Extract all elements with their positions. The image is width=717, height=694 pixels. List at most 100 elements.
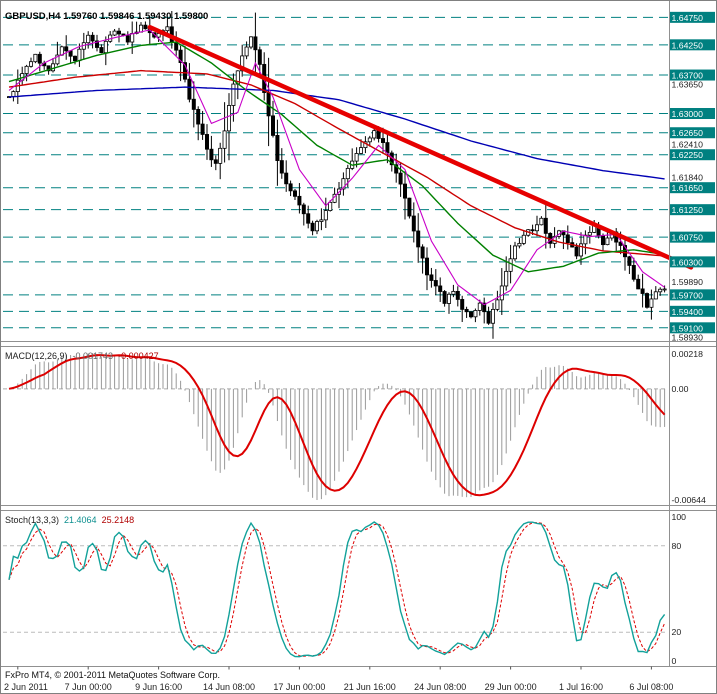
candle-body (270, 115, 275, 136)
price-level-badge (670, 39, 715, 51)
candle-body (196, 109, 201, 125)
candle-body (28, 61, 33, 67)
candle-body (11, 91, 16, 98)
candle-body (248, 36, 253, 48)
candle-body (99, 47, 104, 54)
time-axis-label: 6 Jul 08:00 (629, 682, 673, 692)
candle-body (310, 222, 315, 232)
candle-body (33, 53, 38, 63)
price-axis-tick: 1.59890 (672, 277, 704, 287)
candle-body (125, 35, 130, 43)
price-level-badge (670, 231, 715, 243)
candle-body (288, 183, 293, 192)
candle-body (46, 65, 51, 72)
ma-red (8, 69, 665, 257)
candle-body (279, 160, 284, 174)
price-level-badge-label: 1.60300 (672, 257, 704, 267)
candle-body (460, 299, 465, 310)
candle-body (187, 78, 192, 100)
candle-body (376, 130, 381, 139)
candle-body (658, 288, 663, 293)
trendline (147, 24, 694, 270)
candle-body (416, 230, 421, 248)
stoch-scale-label: 80 (672, 541, 682, 551)
candle-body (407, 197, 412, 217)
candle-body (90, 34, 95, 42)
price-level-badge-label: 1.59100 (672, 323, 704, 333)
candle-body (182, 62, 187, 80)
price-level-badge-label: 1.62650 (672, 128, 704, 138)
ma-blue (8, 86, 665, 180)
candle-body (490, 308, 495, 324)
candle-body (178, 49, 183, 63)
candle-body (240, 55, 245, 72)
candle-body (521, 234, 526, 244)
candle-body (367, 137, 372, 143)
candle-body (275, 135, 280, 161)
candle-body (653, 291, 658, 300)
candle-body (117, 30, 122, 35)
candle-body (455, 290, 460, 300)
candle-body (226, 105, 231, 132)
price-level-badge-label: 1.59700 (672, 290, 704, 300)
macd-scale-zero: 0.00 (672, 384, 689, 394)
stoch-scale-label: 20 (672, 627, 682, 637)
price-axis-tick: 1.61840 (672, 173, 704, 183)
candle-body (499, 285, 504, 301)
candle-body (51, 63, 56, 72)
price-level-badge-label: 1.63000 (672, 109, 704, 119)
candle-body (468, 311, 473, 318)
candle-body (112, 30, 117, 36)
stoch-main-line (8, 521, 666, 658)
candle-body (354, 153, 359, 162)
candle-body (55, 54, 60, 65)
candle-body (73, 55, 78, 62)
price-level-badge (670, 108, 715, 120)
candle-body (86, 34, 91, 44)
candle-body (385, 142, 390, 154)
candle-body (345, 167, 350, 180)
macd-label: MACD(12,26,9) -0.001743 -0.000427 (5, 351, 159, 361)
candle-body (328, 201, 333, 211)
stoch-signal-line (8, 522, 666, 657)
candle-body (231, 83, 236, 106)
candle-body (95, 40, 100, 48)
stoch-scale-label: 0 (672, 656, 677, 666)
candle-body (517, 242, 522, 247)
candle-body (358, 147, 363, 154)
time-axis-label: 1 Jul 16:00 (559, 682, 603, 692)
time-axis-label: 24 Jun 08:00 (414, 682, 466, 692)
candle-body (394, 164, 399, 174)
candle-body (174, 42, 179, 51)
candle-body (306, 213, 311, 224)
candle-body (433, 280, 438, 287)
price-level-badge (670, 11, 715, 23)
price-level-badge (670, 69, 715, 81)
price-level-badge-label: 1.64750 (672, 13, 704, 23)
stoch-name: Stoch(13,3,3) (5, 515, 59, 525)
stoch-scale-label: 100 (672, 512, 687, 522)
candle-body (191, 98, 196, 110)
candle-body (402, 183, 407, 199)
candle-body (539, 217, 544, 226)
candle-body (138, 24, 143, 33)
candle-body (319, 219, 324, 222)
candle-body (143, 24, 148, 30)
time-axis-label: 7 Jun 00:00 (65, 682, 112, 692)
time-axis-label: 2 Jun 2011 (4, 682, 48, 692)
candle-body (204, 134, 209, 150)
time-axis-label: 14 Jun 08:00 (203, 682, 255, 692)
candle-body (411, 215, 416, 232)
candle-body (323, 210, 328, 221)
time-axis-label: 17 Jun 00:00 (273, 682, 325, 692)
stoch-value-d: 25.2148 (102, 515, 135, 525)
candle-body (77, 48, 82, 62)
price-level-badge-label: 1.59400 (672, 307, 704, 317)
candle-body (636, 278, 641, 290)
time-axis-label: 9 Jun 16:00 (135, 682, 182, 692)
time-axis-label: 29 Jun 00:00 (485, 682, 537, 692)
candle-body (213, 159, 218, 164)
price-level-badge (670, 289, 715, 301)
price-axis-tick: 1.63650 (672, 79, 704, 89)
